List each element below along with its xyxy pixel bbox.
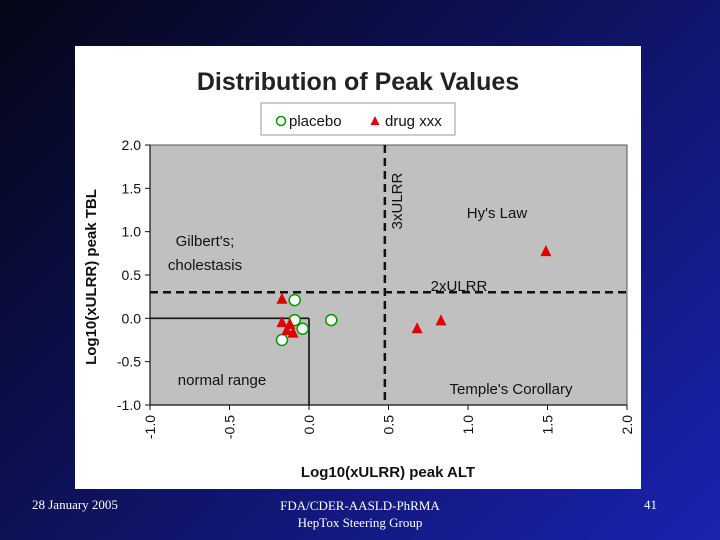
plot-area bbox=[149, 144, 628, 406]
drug-point bbox=[276, 316, 288, 328]
horizontal-ref-label: 2xULRR bbox=[431, 278, 488, 295]
legend-placebo-marker bbox=[275, 115, 287, 127]
y-tick-label: 1.5 bbox=[122, 180, 142, 196]
footer-date: 28 January 2005 bbox=[32, 497, 118, 512]
region-label-gilberts: Gilbert's; bbox=[176, 233, 235, 250]
drug-point bbox=[411, 322, 423, 334]
y-tick-label: 0.0 bbox=[122, 310, 142, 326]
region-label-hys-law: Hy's Law bbox=[467, 205, 528, 222]
y-axis-label: Log10(xULRR) peak TBL bbox=[83, 189, 100, 365]
drug-point bbox=[540, 245, 552, 257]
legend-drug-label: drug xxx bbox=[385, 113, 442, 130]
drug-point bbox=[281, 323, 293, 335]
scatter-chart: Distribution of Peak Values placebo drug… bbox=[83, 68, 635, 481]
x-tick-label: -1.0 bbox=[142, 415, 158, 439]
y-tick-label: -1.0 bbox=[117, 397, 141, 413]
x-tick-label: 0.5 bbox=[381, 415, 397, 435]
x-tick-label: 0.0 bbox=[301, 415, 317, 435]
vertical-ref-label: 3xULRR bbox=[389, 172, 406, 229]
region-label-cholestasis: cholestasis bbox=[168, 257, 242, 274]
chart-title: Distribution of Peak Values bbox=[197, 68, 519, 96]
x-tick-label: 1.0 bbox=[460, 415, 476, 435]
legend-drug-marker bbox=[370, 116, 380, 125]
y-tick-label: -0.5 bbox=[117, 354, 141, 370]
drug-point bbox=[287, 326, 299, 338]
legend-placebo-label: placebo bbox=[289, 113, 342, 130]
legend: placebo drug xxx bbox=[260, 102, 456, 136]
reference-lines bbox=[150, 145, 627, 405]
footer-organization: FDA/CDER-AASLD-PhRMA HepTox Steering Gro… bbox=[0, 497, 720, 531]
placebo-point bbox=[296, 322, 309, 335]
region-label-temples-corollary: Temple's Corollary bbox=[450, 381, 573, 398]
drug-point bbox=[435, 314, 447, 326]
placebo-point bbox=[275, 333, 289, 347]
legend-box bbox=[260, 102, 456, 136]
footer-org-line2: HepTox Steering Group bbox=[297, 515, 423, 530]
x-tick-label: 2.0 bbox=[619, 415, 635, 435]
chart-panel: Distribution of Peak Values placebo drug… bbox=[75, 46, 641, 489]
y-tick-label: 0.5 bbox=[122, 267, 142, 283]
x-axis-label: Log10(xULRR) peak ALT bbox=[301, 464, 475, 481]
page-number: 41 bbox=[644, 497, 657, 512]
data-points bbox=[275, 245, 552, 347]
x-tick-label: -0.5 bbox=[222, 415, 238, 439]
footer-org-line1: FDA/CDER-AASLD-PhRMA bbox=[280, 498, 440, 513]
axes: 2.0 1.5 1.0 0.5 0.0 -0.5 -1.0-1.0 -0.5 0.0 0.5 1.0… bbox=[117, 137, 635, 439]
placebo-point bbox=[288, 293, 301, 307]
y-tick-label: 2.0 bbox=[122, 137, 142, 153]
drug-point bbox=[276, 292, 288, 304]
x-tick-label: 1.5 bbox=[540, 415, 556, 435]
y-tick-label: 1.0 bbox=[122, 224, 142, 240]
region-label-normal-range: normal range bbox=[178, 372, 266, 389]
placebo-point bbox=[325, 313, 338, 327]
